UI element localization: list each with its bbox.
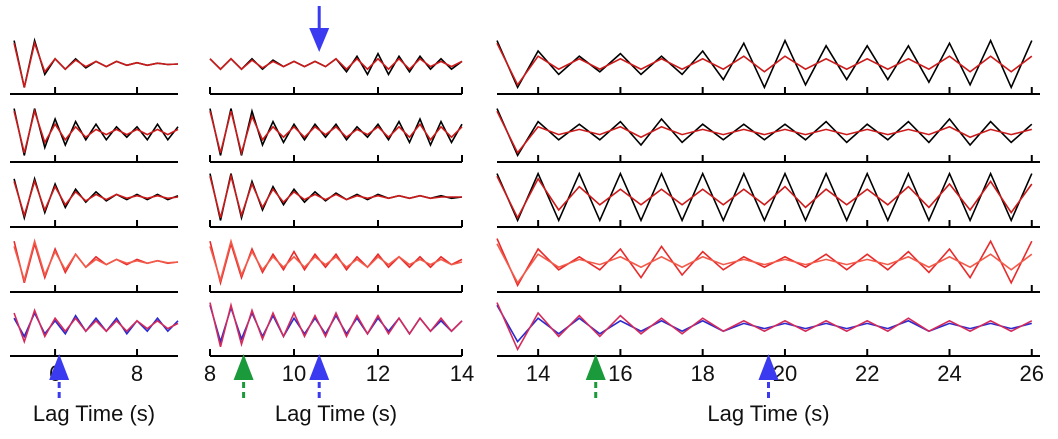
x-tick-label: 24 xyxy=(937,361,961,386)
x-tick-label: 8 xyxy=(204,361,216,386)
waveform xyxy=(209,238,463,284)
arrow xyxy=(585,354,606,380)
x-tick-label: 14 xyxy=(450,361,474,386)
x-tick-label: 20 xyxy=(773,361,797,386)
arrow xyxy=(309,28,330,52)
x-tick-label: 26 xyxy=(1020,361,1044,386)
waveform xyxy=(13,308,179,345)
waveform xyxy=(496,175,1033,220)
arrow xyxy=(49,354,70,380)
x-axis-label: Lag Time (s) xyxy=(33,401,155,426)
waveform xyxy=(13,178,179,218)
waveform xyxy=(496,171,1033,223)
waveform xyxy=(13,40,179,88)
x-tick-label: 22 xyxy=(855,361,879,386)
waveform xyxy=(209,302,463,348)
waveform xyxy=(209,173,462,218)
waveform xyxy=(13,108,179,156)
waveform xyxy=(496,110,1032,155)
waveform xyxy=(496,243,1033,285)
x-tick-label: 8 xyxy=(131,361,143,386)
waveform xyxy=(209,240,463,286)
x-axis-label: Lag Time (s) xyxy=(707,401,829,426)
waveform xyxy=(13,175,179,221)
waveform xyxy=(496,38,1033,90)
x-tick-label: 18 xyxy=(690,361,714,386)
x-tick-label: 12 xyxy=(366,361,390,386)
waveform xyxy=(209,57,463,71)
waveform xyxy=(209,108,463,156)
x-tick-label: 16 xyxy=(608,361,632,386)
waveform xyxy=(496,108,1033,158)
arrow xyxy=(758,354,779,380)
waveform xyxy=(13,238,179,284)
arrow xyxy=(309,354,330,380)
x-tick-label: 10 xyxy=(282,361,306,386)
waveform xyxy=(496,238,1033,288)
waveform xyxy=(496,304,1032,343)
waveform xyxy=(496,42,1033,87)
arrow xyxy=(233,354,254,380)
waveform xyxy=(496,302,1033,352)
x-tick-label: 14 xyxy=(526,361,550,386)
waveform xyxy=(209,111,463,156)
waveform xyxy=(13,108,179,153)
x-axis-label: Lag Time (s) xyxy=(275,401,397,426)
